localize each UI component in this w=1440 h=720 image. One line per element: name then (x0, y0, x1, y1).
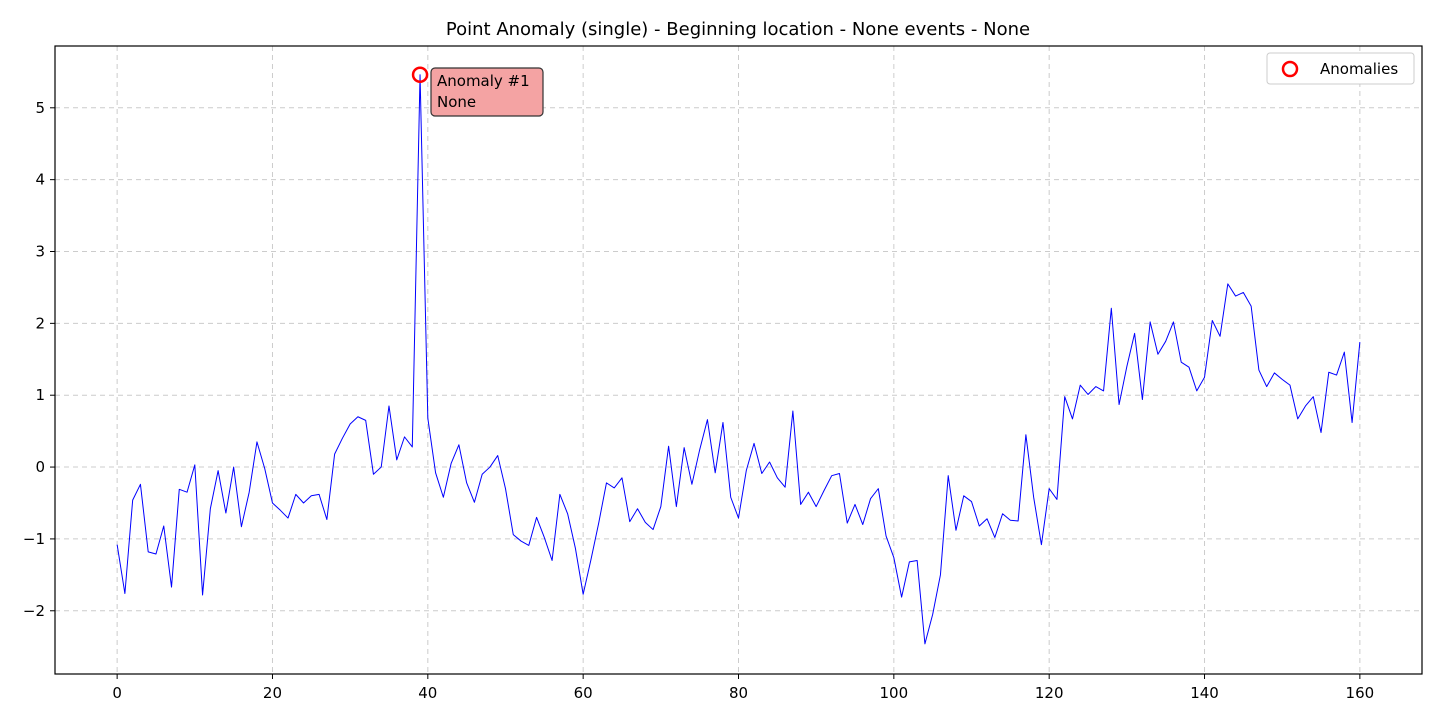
y-tick-label: −2 (23, 602, 45, 620)
legend-label: Anomalies (1320, 60, 1398, 78)
anomaly-annotation: Anomaly #1 None (430, 67, 544, 117)
series-line (116, 74, 1361, 645)
grid (55, 46, 1422, 674)
x-tick-label: 80 (729, 684, 748, 702)
x-tick-label: 160 (1346, 684, 1375, 702)
x-tick-label: 120 (1035, 684, 1064, 702)
x-tick-label: 20 (263, 684, 282, 702)
legend: Anomalies (1266, 52, 1415, 85)
x-axis: 0 20 40 60 80 100 120 140 160 (112, 674, 1374, 702)
anomaly-point (411, 66, 429, 83)
y-tick-label: 1 (35, 386, 45, 404)
legend-frame (1266, 52, 1415, 85)
y-tick-label: −1 (23, 530, 45, 548)
x-tick-label: 40 (418, 684, 437, 702)
y-tick-label: 4 (35, 171, 45, 189)
x-tick-label: 100 (880, 684, 909, 702)
annotation-detail: None (437, 93, 476, 111)
x-tick-label: 60 (574, 684, 593, 702)
annotation-title: Anomaly #1 (437, 72, 530, 90)
series-layer (116, 74, 1361, 645)
y-axis: −2 −1 0 1 2 3 4 5 (23, 99, 55, 620)
x-tick-label: 140 (1190, 684, 1219, 702)
y-tick-label: 0 (35, 458, 45, 476)
annotation-box (430, 67, 544, 117)
y-tick-label: 2 (35, 314, 45, 332)
y-tick-label: 5 (35, 99, 45, 117)
anomaly-layer (411, 66, 429, 83)
chart-title: Point Anomaly (single) - Beginning locat… (446, 19, 1030, 40)
x-tick-label: 0 (112, 684, 122, 702)
y-tick-label: 3 (35, 243, 45, 261)
legend-marker-icon (1281, 60, 1299, 78)
